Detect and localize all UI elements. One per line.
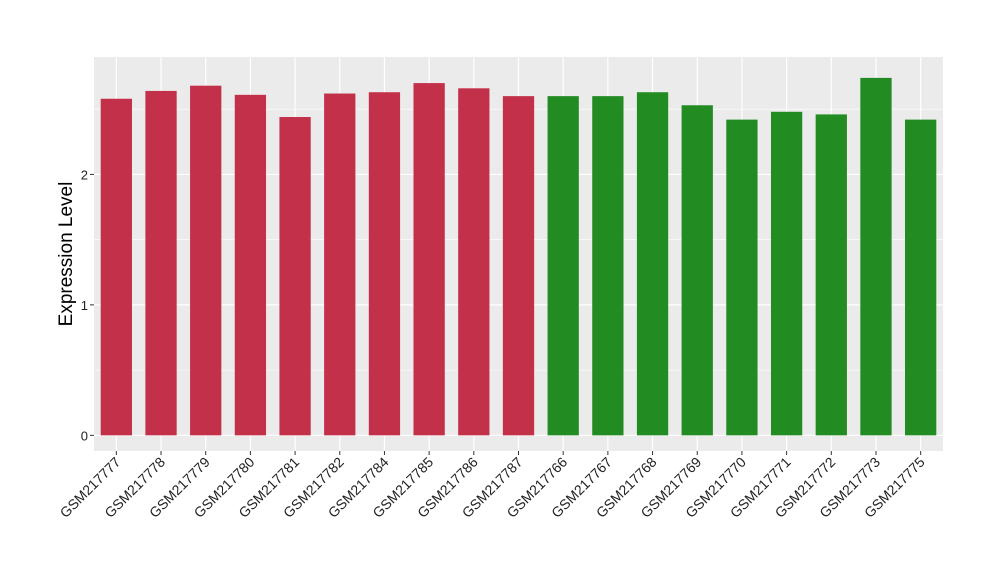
- y-tick-label: 2: [81, 167, 88, 182]
- y-tick-label: 0: [81, 428, 88, 443]
- bar-GSM217770: [726, 119, 758, 436]
- bar-GSM217778: [145, 90, 177, 436]
- bar-GSM217777: [100, 98, 132, 436]
- bar-GSM217782: [324, 93, 356, 436]
- bar-GSM217786: [458, 88, 490, 436]
- bar-GSM217787: [502, 96, 535, 436]
- y-axis: 0 1 2: [81, 167, 94, 443]
- bar-GSM217772: [815, 114, 847, 436]
- y-tick-label: 1: [81, 298, 88, 313]
- bar-GSM217767: [592, 96, 624, 436]
- bar-GSM217766: [547, 96, 579, 436]
- bar-GSM217779: [190, 85, 222, 436]
- bar-GSM217775: [905, 119, 937, 436]
- bar-GSM217781: [279, 117, 311, 436]
- bar-GSM217773: [860, 77, 892, 436]
- x-axis: GSM217777GSM217778GSM217779GSM217780GSM2…: [57, 451, 928, 521]
- bar-GSM217771: [770, 111, 803, 436]
- bar-GSM217780: [234, 94, 267, 436]
- bar-GSM217769: [681, 105, 713, 436]
- bar-GSM217784: [368, 92, 401, 436]
- y-axis-title: Expression Level: [56, 182, 77, 327]
- bar-GSM217785: [413, 83, 445, 436]
- bars: [100, 77, 937, 436]
- bar-GSM217768: [636, 92, 669, 436]
